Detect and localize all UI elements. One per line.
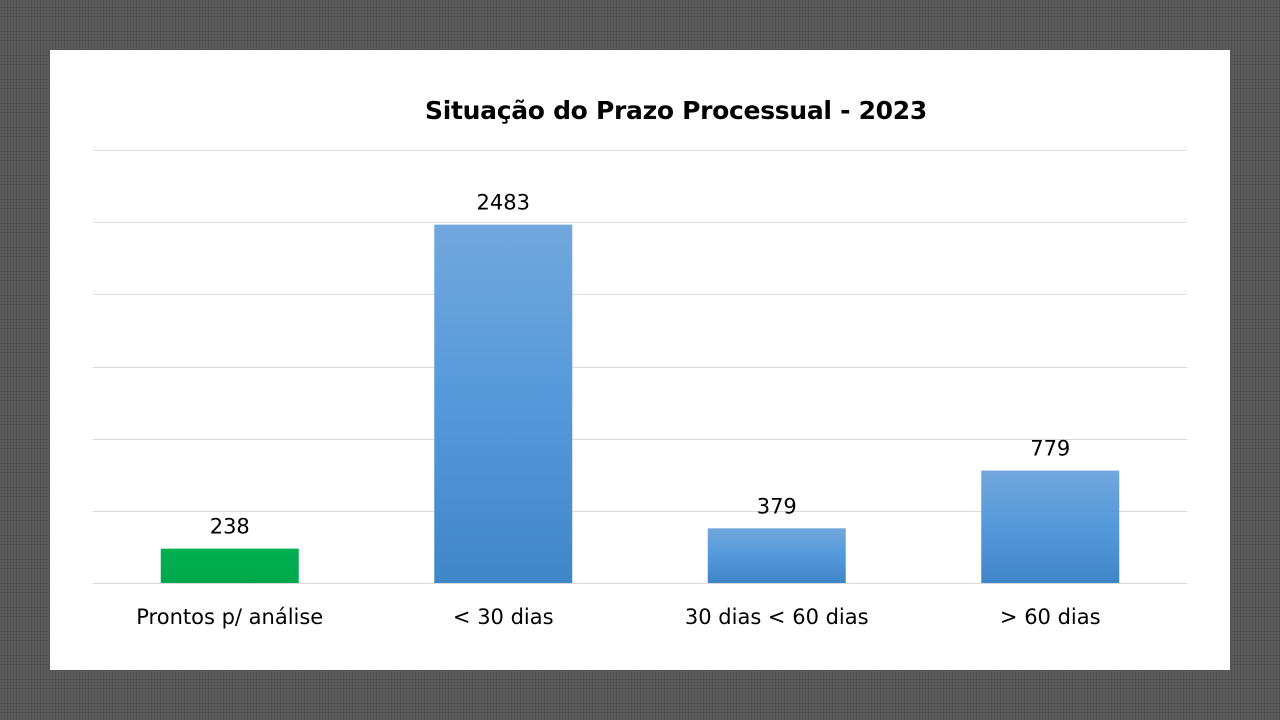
category-label-3: > 60 dias bbox=[1000, 605, 1101, 629]
bar-2 bbox=[707, 528, 846, 583]
category-label-0: Prontos p/ análise bbox=[136, 605, 323, 629]
bar-3 bbox=[981, 470, 1120, 583]
bar-0 bbox=[160, 548, 299, 583]
data-label-1: 2483 bbox=[477, 191, 530, 215]
bar-1 bbox=[434, 224, 573, 583]
bars bbox=[160, 224, 1120, 583]
data-label-0: 238 bbox=[210, 515, 250, 539]
data-label-3: 779 bbox=[1030, 437, 1070, 461]
data-label-2: 379 bbox=[757, 494, 797, 518]
chart-title: Situação do Prazo Processual - 2023 bbox=[425, 96, 927, 125]
bar-chart: 238 2483 379 779 Prontos p/ análise < 30 dia… bbox=[93, 150, 1187, 629]
category-labels: Prontos p/ análise < 30 dias 30 dias < 60 … bbox=[136, 605, 1100, 629]
data-labels: 238 2483 379 779 bbox=[210, 191, 1071, 539]
gridlines bbox=[93, 150, 1187, 584]
chart-card: Situação do Prazo Processual - 2023 238 2… bbox=[50, 50, 1230, 670]
category-label-2: 30 dias < 60 dias bbox=[685, 605, 869, 629]
category-label-1: < 30 dias bbox=[453, 605, 554, 629]
